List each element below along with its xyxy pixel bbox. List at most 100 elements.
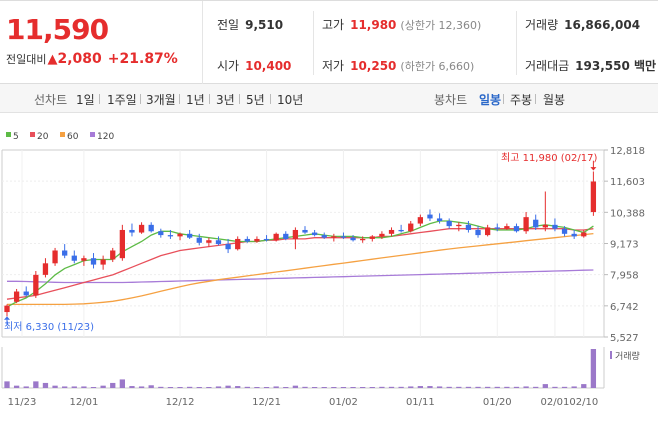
up-arrow-icon: ▲ [47,52,58,67]
candle-body [119,229,125,259]
line-chart-label: 선차트 [34,93,68,107]
legend-label-ma120: 120 [97,132,114,142]
candle-body [523,217,529,232]
volume-bar [215,386,222,388]
candle-body [167,235,174,237]
low-price: 저가 10,250 (하한가 6,660) [322,59,475,73]
volume-bar [321,387,327,388]
volume-bar [465,386,472,388]
candle-body [350,237,356,241]
volume-legend-swatch [610,351,612,359]
x-tick-label: 12/01 [69,397,98,408]
x-tick-label: 11/23 [8,397,37,408]
candle-body [177,233,183,237]
volume-bar [81,386,87,388]
volume-bar [23,386,29,388]
legend-swatch-ma5 [6,132,11,137]
volume-bar [158,386,164,388]
x-tick-label: 12/21 [252,397,281,408]
volume-bar [110,382,116,388]
candle-body [206,240,212,243]
candle-body [311,232,318,236]
tab-10y[interactable]: 10년 [277,93,304,107]
volume-bar [177,387,183,388]
tab-3m[interactable]: 3개월 [146,93,176,107]
candle-body [235,238,241,250]
legend-label-ma5: 5 [13,132,19,142]
candle-body [465,224,472,230]
candle-body [71,255,77,261]
ma60-line [7,232,594,306]
volume-bar [90,387,97,388]
volume-bar [254,387,260,388]
candle-body [129,229,135,233]
tab-1y[interactable]: 1년 [186,93,205,107]
candle-body [283,233,289,239]
x-tick-label: 02/10 [569,397,598,408]
candle-body [321,235,327,238]
x-tick-label: 02/01 [541,397,570,408]
price-change: 전일대비▲2,080 +21.87% [6,51,178,67]
min-arrow-icon [4,316,10,320]
candle-body [42,263,49,275]
volume-bar [340,387,347,388]
change-percent: +21.87% [107,51,178,67]
volume-bar [62,386,68,388]
max-annotation: 최고 11,980 (02/17) [501,152,597,164]
candle-body [110,250,116,260]
open-price: 시가 10,400 [217,59,292,73]
candle-body [436,218,443,221]
candle-body [187,233,193,238]
volume-bar [552,386,558,388]
volume-bar [398,386,404,388]
candle-body [360,238,366,241]
volume-bar [196,387,202,388]
volume-bar [379,386,385,388]
y-tick-label: 7,958 [610,271,639,282]
tab-5y[interactable]: 5년 [246,93,265,107]
volume-bar [42,382,49,388]
tab-monthly[interactable]: 월봉 [543,93,566,107]
volume-bar [523,386,529,388]
trade-amount: 거래대금 193,550 백만 [525,59,657,73]
candle-body [369,236,375,239]
candle-body [485,227,491,236]
tab-1w[interactable]: 1주일 [107,93,137,107]
candle-body [100,259,106,265]
volume-bar [129,386,135,388]
candle-body [225,244,231,250]
candle-body [552,224,558,229]
volume-bar [408,386,414,388]
change-value: 2,080 [57,51,102,67]
candle-body [302,229,308,233]
candle-body [398,229,404,232]
y-tick-label: 6,742 [610,302,639,313]
candle-body [292,229,299,239]
y-tick-label: 12,818 [610,146,645,157]
tab-1d[interactable]: 1일 [76,93,95,107]
legend-label-ma60: 60 [67,132,79,142]
x-tick-label: 12/12 [166,397,195,408]
candle-body [62,250,68,256]
tab-daily[interactable]: 일봉 [479,93,502,107]
candle-body [4,305,10,313]
candle-body [456,224,462,227]
candle-body [379,233,385,237]
volume-bar [187,386,193,388]
candle-body [340,236,347,238]
candle-body [263,238,270,241]
volume-bar [302,386,308,388]
tab-3y[interactable]: 3년 [216,93,235,107]
candle-body [13,291,20,302]
tab-weekly[interactable]: 주봉 [510,93,533,107]
current-price: 11,590 [6,13,109,46]
volume-bar [283,387,289,388]
volume-bar [52,385,58,388]
volume-bar [571,386,577,388]
candle-body [494,227,500,229]
volume-bar [100,385,106,388]
volume-bar [533,386,539,388]
volume-bar [263,387,270,388]
prev-close: 전일 9,510 [217,18,284,32]
y-tick-label: 5,527 [610,333,639,344]
